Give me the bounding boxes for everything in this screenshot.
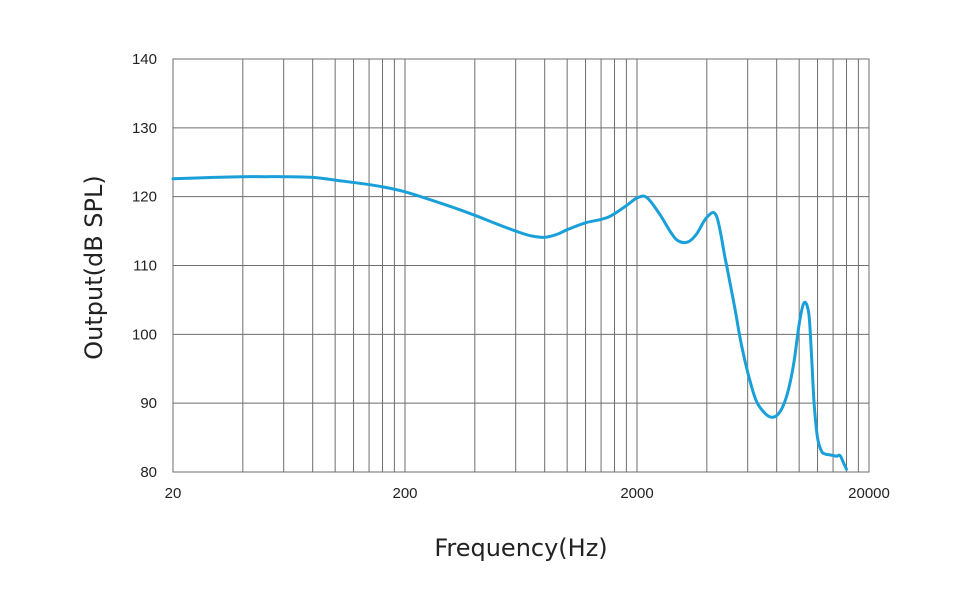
plot-area-border (172, 58, 870, 473)
y-tick-label: 130 (132, 120, 157, 137)
x-tick-label: 200 (392, 485, 417, 502)
y-tick-label: 90 (140, 395, 157, 412)
frequency-response-curve (171, 175, 848, 471)
y-tick-label: 110 (133, 258, 157, 275)
y-tick-label: 120 (132, 189, 157, 206)
tick-labels: 80 90 100 110 120 130 140 20 200 2000 20000 (132, 51, 890, 502)
x-tick-label: 20 (165, 485, 182, 502)
grid-lines (173, 59, 869, 472)
x-axis-title: Frequency(Hz) (434, 534, 607, 562)
x-tick-label: 2000 (620, 485, 653, 502)
y-tick-label: 80 (140, 464, 157, 481)
y-tick-label: 100 (132, 326, 157, 343)
y-axis-title: Output(dB SPL) (80, 175, 108, 360)
x-tick-label: 20000 (848, 485, 890, 502)
y-tick-label: 140 (132, 51, 157, 68)
